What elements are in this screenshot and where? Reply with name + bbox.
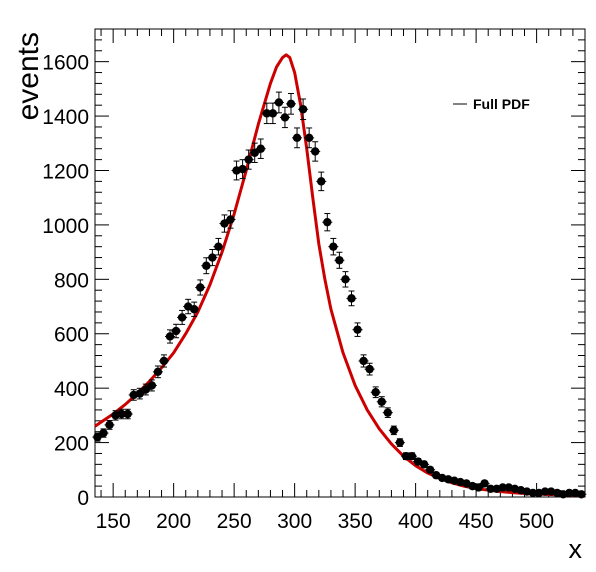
data-point	[528, 488, 538, 498]
data-point	[298, 105, 308, 114]
y-axis-label: events	[12, 32, 45, 120]
data-point	[141, 385, 151, 394]
x-tick-label: 500	[519, 510, 554, 533]
data-point	[220, 219, 229, 228]
x-tick-label: 450	[459, 510, 494, 533]
y-tick-label: 1600	[42, 52, 89, 75]
data-point	[238, 164, 247, 174]
data-point	[268, 109, 278, 118]
data-point	[540, 487, 550, 496]
data-point	[153, 367, 163, 377]
x-tick-label: 150	[96, 510, 131, 533]
data-point	[310, 147, 320, 156]
data-point	[565, 488, 574, 498]
data-point	[286, 99, 296, 109]
data-point	[389, 426, 399, 435]
data-point	[135, 389, 144, 398]
x-tick-label: 250	[217, 510, 252, 533]
data-point	[202, 261, 211, 270]
y-tick-label: 200	[54, 433, 89, 456]
data-point	[93, 432, 102, 442]
data-point	[190, 305, 199, 314]
data-point	[341, 275, 350, 284]
data-point	[274, 98, 284, 107]
data-point	[123, 409, 132, 419]
data-point	[329, 242, 338, 251]
y-tick-label: 1000	[42, 215, 89, 238]
data-point	[486, 484, 495, 494]
data-point	[395, 438, 405, 447]
y-tick-label: 800	[54, 269, 89, 292]
data-point	[99, 428, 108, 438]
data-point	[480, 479, 489, 488]
data-point	[292, 133, 302, 143]
data-point	[347, 294, 356, 303]
data-point	[359, 356, 368, 366]
data-point	[250, 148, 259, 158]
data-point	[280, 113, 290, 122]
x-tick-label: 200	[156, 510, 191, 533]
data-point	[226, 215, 235, 224]
y-tick-label: 400	[54, 378, 89, 401]
x-tick-label: 400	[398, 510, 433, 533]
data-point	[577, 490, 586, 499]
data-point	[407, 451, 417, 461]
data-point	[304, 133, 314, 143]
data-point	[196, 283, 205, 292]
data-point	[383, 408, 392, 417]
legend-label: Full PDF	[473, 96, 530, 112]
y-tick-label: 1400	[42, 106, 89, 129]
data-point	[377, 397, 386, 406]
data-point	[371, 388, 380, 397]
data-point	[317, 177, 326, 186]
data-point	[401, 451, 411, 461]
data-point	[147, 381, 157, 390]
data-point	[323, 217, 332, 227]
x-tick-label: 350	[338, 510, 373, 533]
points-layer	[92, 91, 587, 499]
data-point	[474, 483, 483, 492]
data-point	[159, 356, 169, 366]
data-point	[419, 460, 429, 469]
data-point	[365, 364, 374, 374]
data-point	[353, 325, 362, 334]
data-point	[335, 256, 344, 265]
data-point	[208, 253, 217, 262]
x-axis-label: x	[569, 534, 583, 564]
data-point	[177, 313, 187, 322]
x-tick-label: 300	[277, 510, 312, 533]
y-tick-label: 1200	[42, 160, 89, 183]
y-tick-label: 0	[77, 487, 89, 510]
plot-frame	[94, 28, 586, 498]
data-point	[256, 144, 265, 153]
data-point	[262, 109, 272, 118]
data-point	[498, 483, 507, 492]
y-tick-label: 600	[54, 324, 89, 347]
axes-layer: 150 200 250 300 350 400 450 500 0 200 400 600 800 100…	[42, 28, 586, 533]
data-point	[105, 420, 114, 430]
data-point	[165, 332, 175, 341]
data-point	[214, 242, 223, 251]
data-point	[425, 465, 435, 474]
data-point	[244, 155, 253, 164]
data-point	[171, 326, 181, 336]
data-point	[117, 409, 126, 419]
legend: Full PDF	[453, 96, 530, 112]
